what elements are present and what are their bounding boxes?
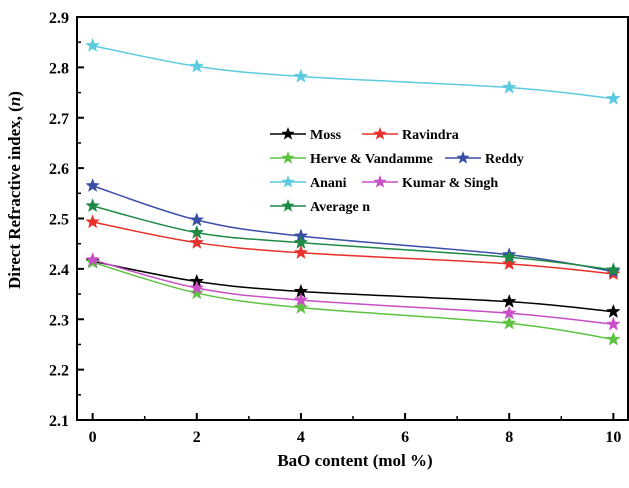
y-tick-label: 2.9	[49, 10, 69, 27]
y-tick-label: 2.2	[49, 363, 69, 380]
data-point-reddy	[85, 178, 100, 193]
series-line-anani	[92, 44, 614, 100]
legend-swatch-star	[373, 175, 387, 188]
series-ravindra	[85, 214, 621, 281]
legend-label: Kumar & Singh	[402, 176, 498, 191]
data-point-kumar-singh	[85, 252, 100, 267]
legend-swatch-star	[373, 127, 387, 140]
y-axis-title-end: )	[5, 91, 24, 97]
data-point-reddy	[189, 212, 205, 227]
series-anani	[85, 37, 621, 105]
series-line-average-n	[92, 205, 614, 271]
legend-item-average-n: Average n	[270, 199, 370, 215]
legend-swatch-star	[281, 199, 295, 212]
legend-label: Herve & Vandamme	[310, 152, 433, 167]
data-point-herve-vandamme	[501, 315, 517, 330]
data-point-herve-vandamme	[189, 285, 205, 300]
x-tick-label: 2	[193, 429, 201, 446]
data-point-ravindra	[293, 245, 309, 260]
data-point-anani	[606, 90, 621, 105]
legend-label: Reddy	[485, 152, 524, 167]
data-point-ravindra	[189, 234, 205, 249]
legend: Moss Ravindra Herve & Vandamme Reddy Anani Ku…	[270, 127, 524, 215]
data-point-kumar-singh	[501, 305, 517, 320]
data-point-ravindra	[85, 214, 100, 229]
data-point-ravindra	[501, 256, 517, 271]
data-point-moss	[606, 303, 621, 318]
x-axis-title: BaO content (mol %)	[277, 451, 432, 470]
legend-label: Anani	[310, 176, 347, 191]
data-point-herve-vandamme	[293, 299, 309, 314]
series-layer	[85, 37, 621, 346]
data-point-herve-vandamme	[606, 331, 621, 346]
series-reddy	[85, 178, 621, 278]
legend-item-kumar-singh: Kumar & Singh	[362, 175, 498, 191]
series-line-kumar-singh	[92, 259, 614, 326]
legend-item-anani: Anani	[270, 175, 347, 191]
y-tick-label: 2.7	[49, 111, 69, 128]
series-line-moss	[92, 260, 614, 313]
legend-item-herve-vandamme: Herve & Vandamme	[270, 151, 433, 167]
data-point-anani	[293, 68, 309, 83]
x-tick-label: 8	[505, 429, 513, 446]
legend-swatch-star	[281, 127, 295, 140]
data-point-average-n	[501, 249, 517, 264]
x-tick-label: 6	[401, 429, 409, 446]
data-point-kumar-singh	[189, 280, 205, 295]
legend-label: Average n	[310, 200, 370, 215]
y-axis-title-main: Direct Refractive index, (	[5, 106, 24, 289]
y-tick-label: 2.3	[49, 312, 69, 329]
y-tick-label: 2.4	[49, 262, 69, 279]
legend-swatch-star	[281, 175, 295, 188]
legend-label: Ravindra	[402, 128, 459, 143]
x-tick-label: 4	[297, 429, 305, 446]
legend-swatch-star	[456, 151, 470, 164]
plot-frame	[76, 16, 629, 421]
data-point-average-n	[85, 198, 100, 213]
data-point-average-n	[606, 262, 621, 277]
data-point-moss	[501, 293, 517, 308]
series-line-ravindra	[92, 221, 614, 275]
x-tick-label: 10	[605, 429, 621, 446]
legend-item-ravindra: Ravindra	[362, 127, 459, 143]
y-tick-label: 2.8	[49, 60, 69, 77]
data-point-anani	[189, 58, 205, 73]
data-point-anani	[85, 37, 100, 52]
legend-swatch-star	[281, 151, 295, 164]
legend-item-reddy: Reddy	[445, 151, 524, 167]
legend-label: Moss	[310, 128, 342, 143]
axes: 0 2 4 6 8 10 2.1 2.2 2.3 2.4 2.5 2.6 2.7 2.8 2.9	[49, 10, 629, 446]
y-axis-title-variable: n	[5, 97, 24, 106]
y-axis-title: Direct Refractive index, (n)	[5, 91, 24, 289]
series-kumar-singh	[85, 252, 621, 331]
y-tick-label: 2.6	[49, 161, 69, 178]
x-tick-label: 0	[89, 429, 97, 446]
y-tick-label: 2.1	[49, 413, 69, 430]
data-point-average-n	[189, 224, 205, 239]
series-herve-vandamme	[85, 254, 621, 346]
data-point-anani	[501, 79, 517, 94]
series-line-reddy	[92, 185, 614, 273]
y-tick-label: 2.5	[49, 212, 69, 229]
data-point-average-n	[293, 234, 309, 249]
legend-item-moss: Moss	[270, 127, 342, 143]
series-average-n	[85, 198, 621, 277]
data-point-kumar-singh	[293, 292, 309, 307]
series-line-herve-vandamme	[92, 261, 614, 341]
data-point-kumar-singh	[606, 316, 621, 331]
